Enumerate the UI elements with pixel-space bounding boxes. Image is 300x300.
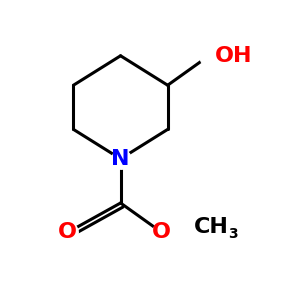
Text: OH: OH <box>215 46 252 66</box>
Text: CH: CH <box>194 217 229 237</box>
Text: 3: 3 <box>228 227 238 241</box>
Text: O: O <box>152 222 171 242</box>
Text: N: N <box>111 149 130 169</box>
Text: O: O <box>58 222 77 242</box>
